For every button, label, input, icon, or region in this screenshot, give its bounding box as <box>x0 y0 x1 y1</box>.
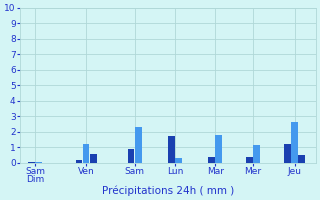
Bar <box>253 145 260 163</box>
Bar <box>298 155 305 163</box>
Bar <box>291 122 298 163</box>
Bar <box>246 157 253 163</box>
Bar <box>208 157 215 163</box>
Bar <box>215 135 222 163</box>
Bar <box>36 162 42 163</box>
Bar <box>168 136 175 163</box>
X-axis label: Précipitations 24h ( mm ): Précipitations 24h ( mm ) <box>102 185 234 196</box>
Bar <box>128 149 134 163</box>
Bar <box>76 160 82 163</box>
Bar <box>175 158 182 163</box>
Bar <box>83 144 90 163</box>
Bar <box>28 162 35 163</box>
Bar <box>284 144 291 163</box>
Bar <box>135 127 141 163</box>
Bar <box>90 154 97 163</box>
